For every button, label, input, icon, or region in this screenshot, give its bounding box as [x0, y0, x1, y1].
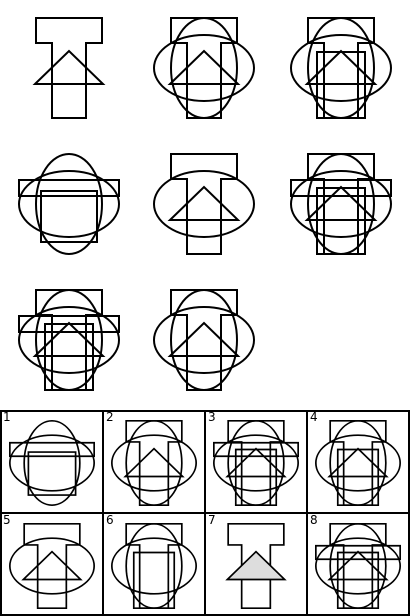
matrix-cell-2-3 — [290, 153, 392, 255]
matrix-cell-1-3 — [290, 17, 392, 119]
options-grid: 1 2 3 4 5 — [0, 410, 410, 616]
option-2-figure — [111, 420, 197, 506]
matrix-cell-2-1 — [18, 153, 120, 255]
option-label: 8 — [310, 513, 318, 527]
option-label: 1 — [3, 410, 11, 424]
option-3[interactable]: 3 — [205, 410, 307, 513]
option-7[interactable]: 7 — [205, 513, 307, 616]
option-6[interactable]: 6 — [103, 513, 205, 616]
option-label: 5 — [3, 513, 11, 527]
option-4-figure — [315, 420, 401, 506]
matrix-cell-3-2 — [153, 289, 255, 391]
option-label: 6 — [106, 513, 114, 527]
figure-combo-bar — [18, 289, 120, 391]
figure-bar-ellipses-rect — [18, 153, 120, 255]
option-2[interactable]: 2 — [103, 410, 205, 513]
matrix-cell-2-2 — [153, 153, 255, 255]
option-8-figure — [315, 523, 401, 609]
figure-t-triangle-ellipses — [153, 17, 255, 119]
figure-t-triangle — [34, 17, 104, 119]
figure-t-triangle-ellipses-2 — [153, 289, 255, 391]
matrix-cell-3-1 — [18, 289, 120, 391]
option-label: 7 — [208, 513, 216, 527]
option-label: 3 — [208, 410, 216, 424]
option-1-figure — [9, 420, 95, 506]
matrix-cell-1-2 — [153, 17, 255, 119]
option-6-figure — [111, 523, 197, 609]
figure-t-triangle-ellipse — [153, 153, 255, 255]
matrix-cell-1-1 — [18, 17, 120, 119]
option-label: 2 — [106, 410, 114, 424]
option-5-figure — [9, 523, 95, 609]
option-1[interactable]: 1 — [0, 410, 103, 513]
option-label: 4 — [310, 410, 318, 424]
option-8[interactable]: 8 — [307, 513, 410, 616]
options-grid-lines — [0, 410, 410, 616]
option-5[interactable]: 5 — [0, 513, 103, 616]
figure-t-triangle-ellipses-rect — [290, 17, 392, 119]
option-4[interactable]: 4 — [307, 410, 410, 513]
figure-full-combo — [290, 153, 392, 255]
option-7-figure — [225, 523, 287, 609]
option-3-figure — [213, 420, 299, 506]
